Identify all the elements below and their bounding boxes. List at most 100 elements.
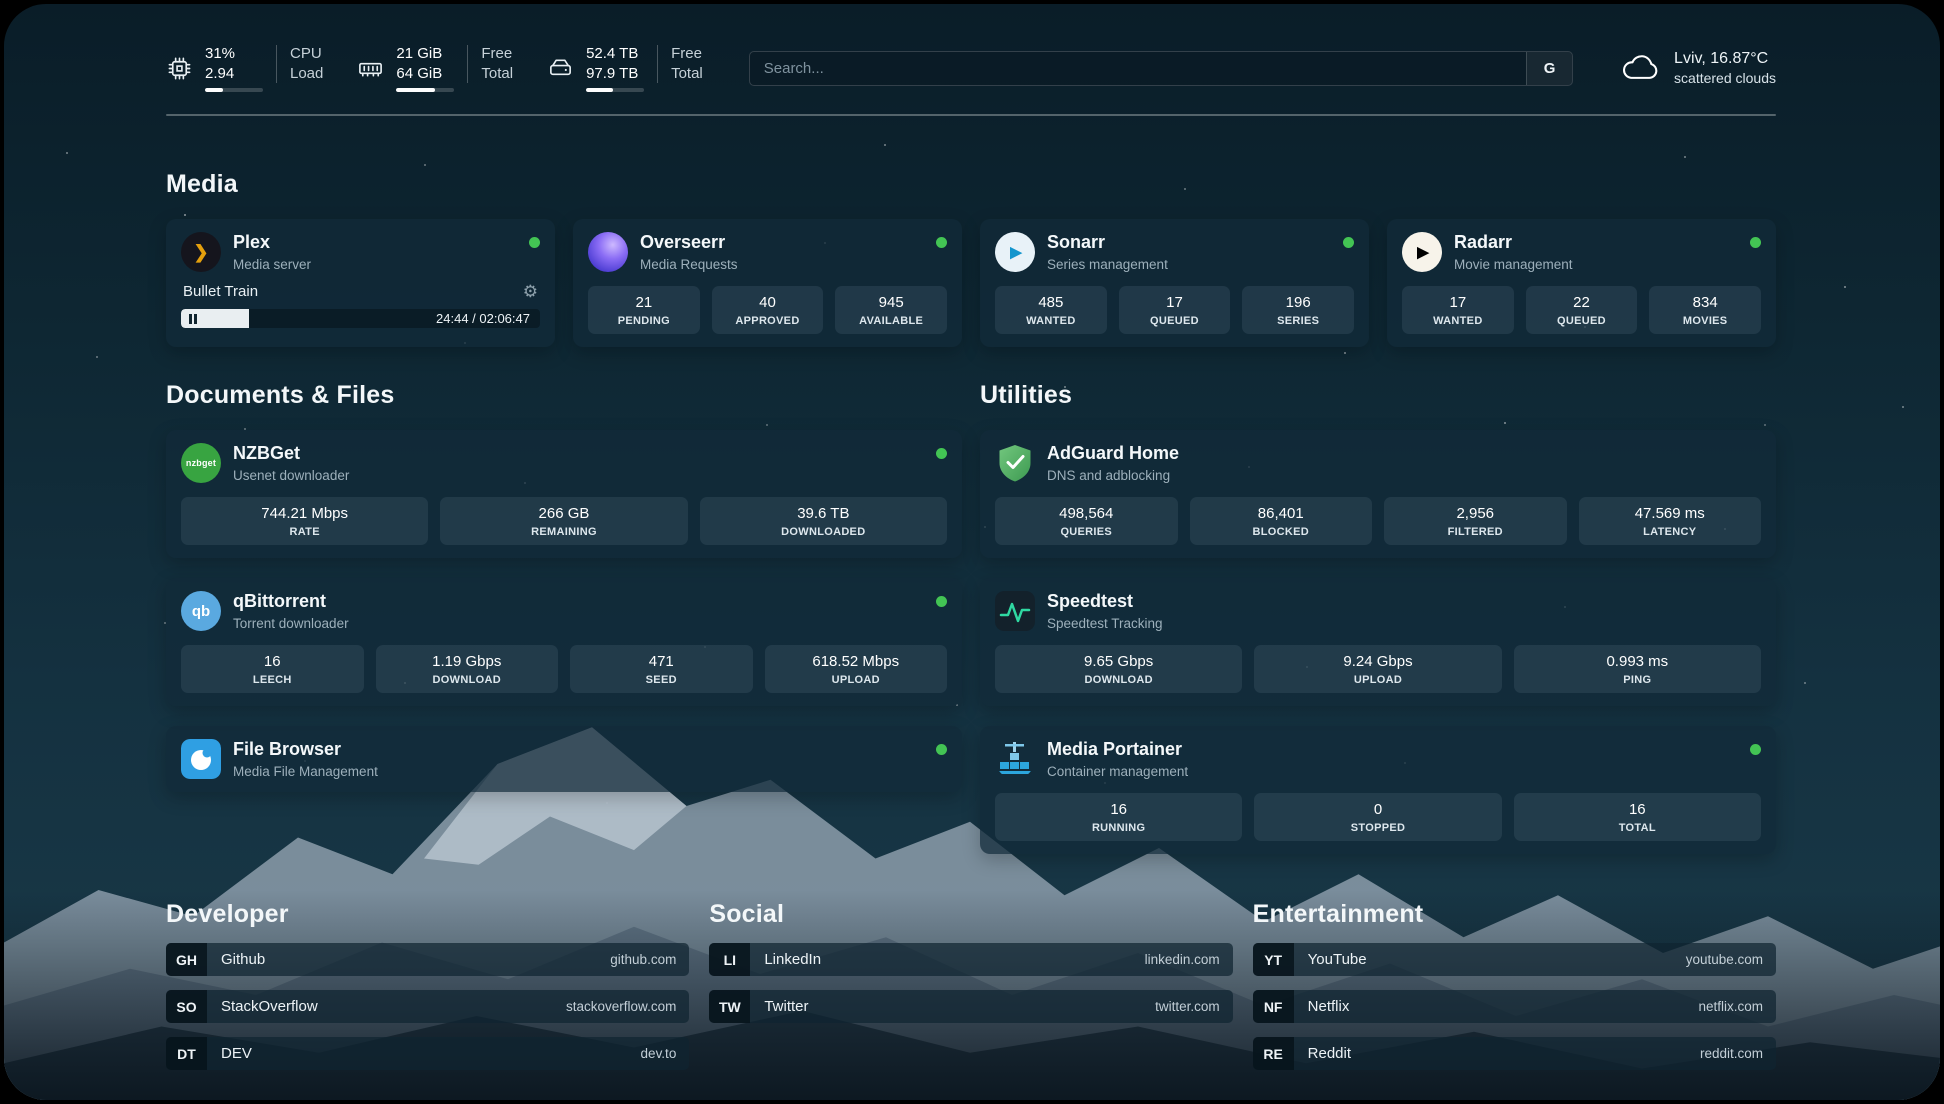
app-card-plex[interactable]: Plex Media server Bullet Train 24:44 / 0… [166,219,555,347]
weather-widget: Lviv, 16.87°C scattered clouds [1619,49,1776,88]
app-subtitle: Speedtest Tracking [1047,615,1163,631]
now-playing-title: Bullet Train [183,283,259,300]
app-name: NZBGet [233,443,300,464]
playback-time: 24:44 / 02:06:47 [436,311,530,326]
filebrowser-icon [181,739,221,779]
bookmark-netflix[interactable]: NF Netflix netflix.com [1252,990,1776,1023]
netflix-icon: NF [1252,990,1294,1023]
twitter-icon: TW [709,990,751,1023]
stat-tile: 266 GB REMAINING [440,497,688,545]
app-card-speedtest[interactable]: Speedtest Speedtest Tracking 9.65 Gbps D… [980,578,1776,706]
sonarr-icon [995,232,1035,272]
section-media: Media Plex Media server Bullet Train [166,170,1776,347]
disk-total: 97.9 TB [586,64,639,82]
cpu-values: 31% 2.94 [205,44,263,92]
stat-tile: 9.65 Gbps DOWNLOAD [995,645,1243,693]
section-title-entertainment: Entertainment [1252,900,1424,928]
stat-tile: 1.19 Gbps DOWNLOAD [375,645,558,693]
bookmark-reddit[interactable]: RE Reddit reddit.com [1252,1037,1776,1070]
stat-tile: 22 QUEUED [1525,286,1638,334]
section-entertainment: Entertainment YT YouTube youtube.com NF … [1252,900,1776,1070]
stat-tile: 744.21 Mbps RATE [181,497,429,545]
stat-tile: 485 WANTED [995,286,1107,334]
cpu-stat: 31% 2.94 CPU Load [166,44,323,92]
status-dot [1750,744,1761,755]
status-dot [529,237,540,248]
bookmark-dev[interactable]: DT DEV dev.to [166,1037,690,1070]
header-divider [166,114,1776,116]
dev-icon: DT [166,1037,207,1070]
stat-tile: 0.993 ms PING [1513,645,1761,693]
top-bar: 31% 2.94 CPU Load [166,44,1776,92]
stat-tile: 39.6 TB DOWNLOADED [699,497,947,545]
search-bar: G [748,50,1574,86]
radarr-icon [1402,232,1442,272]
gear-icon[interactable] [523,283,538,300]
app-card-filebrowser[interactable]: File Browser Media File Management [166,726,962,792]
stat-tile: 40 APPROVED [711,286,824,334]
app-subtitle: Media server [233,256,312,272]
ram-icon [359,62,383,77]
stat-tile: 9.24 Gbps UPLOAD [1254,645,1502,693]
weather-location-temp: Lviv, 16.87°C [1674,49,1769,67]
section-utilities: Utilities [980,381,1776,854]
app-name: Plex [233,232,271,253]
stat-tile: 17 WANTED [1402,286,1514,334]
app-subtitle: Movie management [1454,256,1573,272]
system-stats: 31% 2.94 CPU Load [166,44,703,92]
disk-free: 52.4 TB [586,45,639,62]
app-card-radarr[interactable]: Radarr Movie management 17 WANTED 22 QUE… [1387,219,1776,347]
status-dot [936,237,947,248]
app-card-adguard[interactable]: AdGuard Home DNS and adblocking 498,564 … [980,430,1776,558]
app-card-overseerr[interactable]: Overseerr Media Requests 21 PENDING 40 A… [573,219,962,347]
memory-usage-bar [396,88,455,92]
bookmark-stackoverflow[interactable]: SO StackOverflow stackoverflow.com [166,990,690,1023]
qbittorrent-icon: qb [181,591,221,631]
speedtest-icon [995,591,1035,631]
bookmark-linkedin[interactable]: LI LinkedIn linkedin.com [709,943,1233,976]
cpu-load-value: 2.94 [205,64,235,82]
cloud-icon [1623,55,1658,79]
section-documents: Documents & Files nzbget NZBGet Usenet d… [166,381,962,792]
cpu-labels: CPU Load [290,45,324,82]
app-card-sonarr[interactable]: Sonarr Series management 485 WANTED 17 Q… [980,219,1369,347]
portainer-icon [995,739,1035,779]
app-name: qBittorrent [233,591,326,612]
bookmark-twitter[interactable]: TW Twitter twitter.com [709,990,1233,1023]
stat-tile: 2,956 FILTERED [1384,497,1567,545]
app-card-qbittorrent[interactable]: qb qBittorrent Torrent downloader 16 LEE… [166,578,962,706]
stat-tile: 196 SERIES [1242,286,1354,334]
search-engine-button[interactable]: G [1526,51,1573,85]
github-icon: GH [166,943,207,976]
cpu-chip-icon [168,57,191,79]
stat-tile: 471 SEED [570,645,753,693]
reddit-icon: RE [1252,1037,1294,1070]
divider [276,45,277,83]
bookmark-github[interactable]: GH Github github.com [166,943,690,976]
stat-tile: 618.52 Mbps UPLOAD [764,645,947,693]
stat-tile: 945 AVAILABLE [835,286,947,334]
bookmark-youtube[interactable]: YT YouTube youtube.com [1252,943,1776,976]
stat-tile: 16 TOTAL [1513,793,1761,841]
pause-icon[interactable] [189,313,197,324]
cpu-usage-bar [205,88,263,92]
app-name: Overseerr [640,232,726,253]
playback-progress-bar[interactable]: 24:44 / 02:06:47 [181,309,540,328]
app-name: Speedtest [1047,591,1134,612]
app-card-portainer[interactable]: Media Portainer Container management 16 … [980,726,1776,854]
youtube-icon: YT [1252,943,1294,976]
app-subtitle: DNS and adblocking [1047,467,1171,483]
app-name: Radarr [1454,232,1513,253]
stat-tile: 17 QUEUED [1118,286,1231,334]
section-title-developer: Developer [166,900,289,928]
stat-tile: 834 MOVIES [1649,286,1761,334]
playback-progress-fill [181,309,250,328]
app-name: Sonarr [1047,232,1106,253]
section-title-media: Media [166,170,238,198]
search-input[interactable] [749,59,1527,77]
disk-labels: Free Total [671,45,703,82]
app-card-nzbget[interactable]: nzbget NZBGet Usenet downloader 744.21 M… [166,430,962,558]
plex-icon [181,232,221,272]
section-title-social: Social [709,900,785,928]
status-dot [936,596,947,607]
